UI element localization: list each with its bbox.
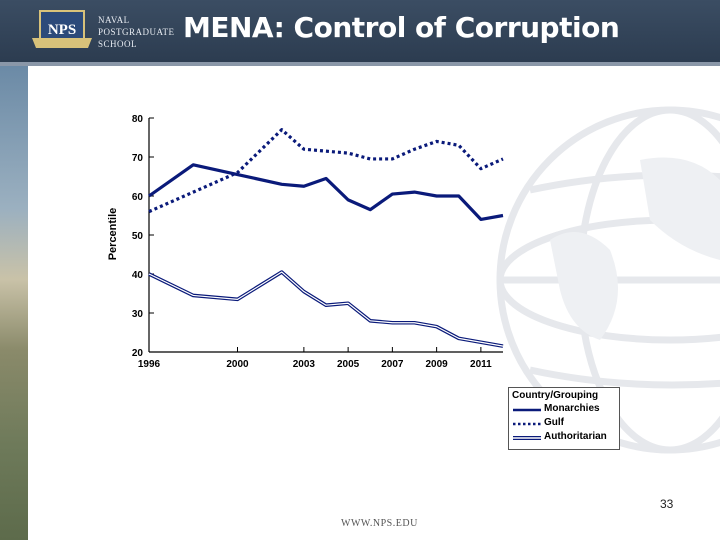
nps-emblem-icon: NPS (32, 10, 92, 48)
x-tick-label: 2007 (381, 359, 404, 370)
y-tick-label: 20 (132, 348, 144, 359)
y-tick-label: 50 (132, 231, 144, 242)
series-line-gulf (148, 128, 504, 214)
emblem-text: NPS (48, 22, 76, 38)
y-tick-label: 30 (132, 309, 144, 320)
school-name-line: POSTGRADUATE (98, 27, 175, 37)
nps-logo[interactable]: NPS NAVAL POSTGRADUATE SCHOOL (30, 8, 180, 56)
x-tick-label: 2009 (426, 359, 449, 370)
x-tick-label: 2005 (337, 359, 360, 370)
legend-item-monarchies: Monarchies (512, 403, 617, 416)
legend-label: Authoritarian (544, 431, 607, 442)
y-tick-label: 70 (132, 153, 144, 164)
slide-title: MENA: Control of Corruption (183, 11, 620, 44)
series-line-authoritarian-inner (148, 271, 504, 347)
chart-legend: Country/Grouping Monarchies Gulf Authori… (508, 387, 620, 450)
x-tick-label: 2003 (293, 359, 316, 370)
chart-series (148, 128, 504, 348)
series-line-monarchies (148, 163, 504, 222)
x-tick-label: 2000 (226, 359, 249, 370)
campus-photo-strip (0, 66, 28, 540)
y-axis-ticks: 20 30 40 50 60 70 80 (132, 114, 154, 359)
legend-title: Country/Grouping (512, 390, 599, 401)
y-tick-label: 40 (132, 270, 144, 281)
footer-url[interactable]: WWW.NPS.EDU (341, 518, 418, 529)
school-name-line: NAVAL (98, 15, 130, 25)
header-divider (0, 62, 720, 66)
legend-item-gulf: Gulf (512, 417, 617, 430)
legend-swatch-double (513, 436, 541, 440)
y-tick-label: 80 (132, 114, 144, 125)
legend-label: Monarchies (544, 403, 600, 414)
legend-swatch-dotted (513, 422, 541, 426)
page-number: 33 (660, 497, 674, 511)
line-chart: 20 30 40 50 60 70 80 1996 2000 2003 2005 2007 2009 2… (107, 114, 504, 370)
header-bar: NPS NAVAL POSTGRADUATE SCHOOL MENA: Cont… (0, 0, 720, 62)
y-tick-label: 60 (132, 192, 144, 203)
x-tick-label: 2011 (470, 359, 492, 370)
school-name: NAVAL POSTGRADUATE SCHOOL (98, 14, 188, 50)
y-axis-label: Percentile (107, 208, 119, 261)
school-name-line: SCHOOL (98, 39, 138, 49)
x-axis-ticks: 1996 2000 2003 2005 2007 2009 2011 (138, 347, 492, 370)
legend-swatch-solid (513, 408, 541, 412)
globe-watermark-icon (496, 106, 720, 454)
legend-label: Gulf (544, 417, 564, 428)
chart-axes (148, 118, 503, 353)
legend-item-authoritarian: Authoritarian (512, 431, 617, 444)
series-line-authoritarian (148, 270, 504, 348)
x-tick-label: 1996 (138, 359, 161, 370)
